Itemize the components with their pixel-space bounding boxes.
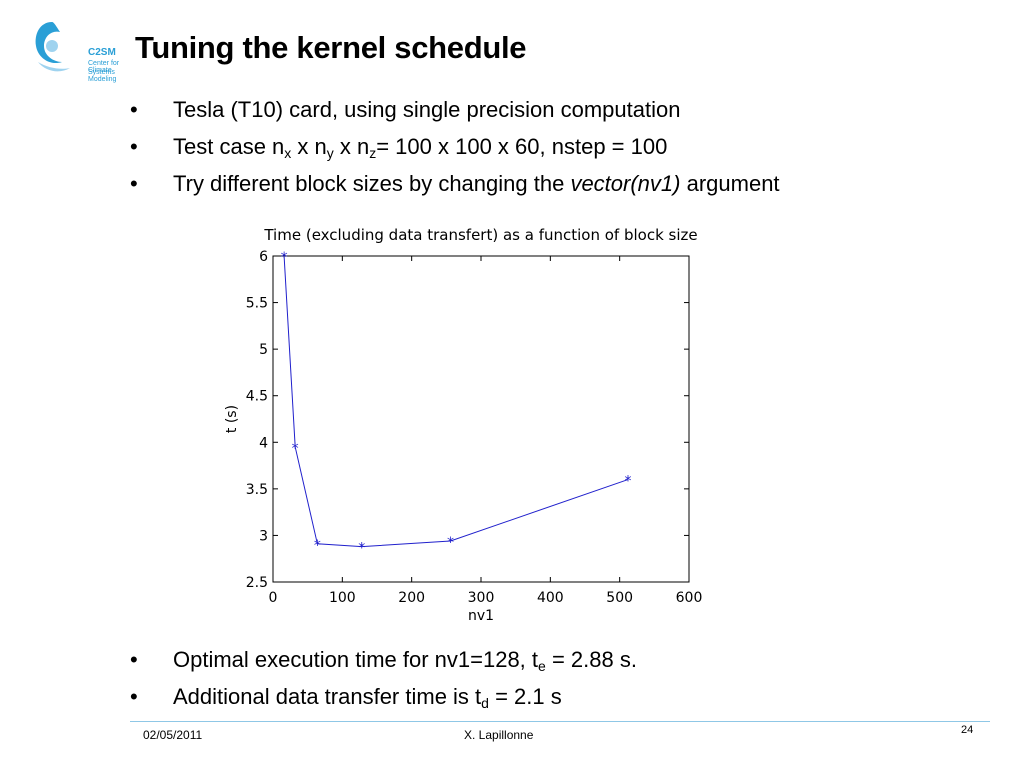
bottom-bullet-list: • Optimal execution time for nv1=128, te… <box>130 647 637 721</box>
x-tick-label: 0 <box>269 590 278 606</box>
bullet-text-part: Optimal execution time for nv1=128, t <box>173 647 539 672</box>
bullet-text: Tesla (T10) card, using single precision… <box>173 97 681 122</box>
x-tick-label: 600 <box>676 590 703 606</box>
top-bullet-list: • Tesla (T10) card, using single precisi… <box>130 97 780 208</box>
data-point-marker: * <box>624 474 631 490</box>
c2sm-swirl-icon <box>35 22 70 72</box>
bullet-emphasis: vector(nv1) <box>570 171 681 196</box>
x-axis-label: nv1 <box>468 608 494 624</box>
series-line <box>283 255 629 548</box>
chart-container: Time (excluding data transfert) as a fun… <box>210 220 710 632</box>
bullet-text-part: Test case n <box>173 134 285 159</box>
footer-divider <box>130 721 990 722</box>
page-number: 24 <box>961 724 974 736</box>
subscript: y <box>326 145 334 161</box>
data-point-marker: * <box>292 441 299 457</box>
c2sm-logo: C2SM Center for Climate Systems Modeling <box>28 14 128 83</box>
bullet-text-part: = 100 x 100 x 60, nstep = 100 <box>376 134 668 159</box>
x-tick-label: 500 <box>606 590 633 606</box>
bullet-dot: • <box>130 171 138 196</box>
y-tick-label: 5.5 <box>246 296 268 312</box>
bullet-text-part: Additional data transfer time is t <box>173 684 482 709</box>
bullet-item: • Additional data transfer time is td = … <box>130 684 637 721</box>
logo-abbreviation: C2SM <box>88 47 116 58</box>
bullet-item: • Test case nx x ny x nz= 100 x 100 x 60… <box>130 134 780 171</box>
subscript: e <box>538 658 546 674</box>
subscript: x <box>284 145 292 161</box>
bullet-text-part: = 2.1 s <box>488 684 562 709</box>
data-point-marker: * <box>314 538 321 554</box>
data-point-marker: * <box>358 541 365 557</box>
chart-title: Time (excluding data transfert) as a fun… <box>263 226 697 244</box>
bullet-item: • Try different block sizes by changing … <box>130 171 780 208</box>
y-tick-label: 4 <box>259 435 268 451</box>
x-tick-label: 100 <box>329 590 356 606</box>
y-tick-label: 5 <box>259 342 268 358</box>
data-point-marker: * <box>281 250 288 266</box>
bullet-dot: • <box>130 97 138 122</box>
bullet-text-part: x n <box>291 134 327 159</box>
bullet-dot: • <box>130 684 138 709</box>
bullet-text-part: = 2.88 s. <box>545 647 637 672</box>
y-tick-label: 3.5 <box>246 482 268 498</box>
x-tick-label: 300 <box>468 590 495 606</box>
logo-line-1: Center for Climate <box>88 60 120 74</box>
subscript: z <box>369 145 377 161</box>
y-axis-label: t (s) <box>224 405 240 433</box>
plot-frame <box>272 255 690 583</box>
slide-title: Tuning the kernel schedule <box>135 30 527 65</box>
bullet-item: • Optimal execution time for nv1=128, te… <box>130 647 637 684</box>
line-chart: Time (excluding data transfert) as a fun… <box>224 226 703 624</box>
bullet-text-part: argument <box>680 171 780 196</box>
bullet-item: • Tesla (T10) card, using single precisi… <box>130 97 780 134</box>
subscript: d <box>481 695 489 711</box>
y-tick-label: 4.5 <box>246 389 268 405</box>
bullet-dot: • <box>130 134 138 159</box>
logo-line-2: Systems Modeling <box>88 69 117 83</box>
data-point-marker: * <box>447 535 454 551</box>
footer-author: X. Lapillonne <box>464 728 534 742</box>
x-tick-label: 400 <box>537 590 564 606</box>
bullet-dot: • <box>130 647 138 672</box>
bullet-text-part: Try different block sizes by changing th… <box>173 171 571 196</box>
footer-date: 02/05/2011 <box>143 728 203 742</box>
bullet-text-part: x n <box>333 134 370 159</box>
x-tick-label: 200 <box>398 590 425 606</box>
y-tick-label: 2.5 <box>246 575 268 591</box>
y-tick-label: 3 <box>259 528 268 544</box>
y-tick-label: 6 <box>259 249 268 265</box>
